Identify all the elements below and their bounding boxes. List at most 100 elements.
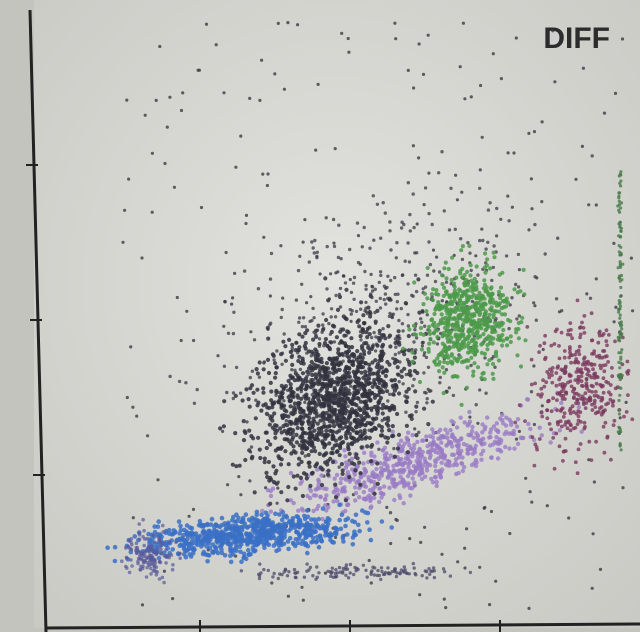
dot [254,367,259,372]
dot [383,292,388,296]
dot [175,295,179,300]
dot [503,444,508,450]
dot [404,423,409,428]
dot [255,387,260,392]
dot [424,355,429,360]
dot [403,456,409,461]
dot [568,422,573,427]
dot [532,364,536,368]
dot [476,421,480,425]
dot [367,558,371,563]
dot [302,394,307,399]
dot [530,435,535,439]
dot [330,570,334,574]
dot [324,375,329,380]
dot [496,358,501,363]
dot [459,332,464,337]
dot [469,95,473,99]
dot [260,525,265,531]
dot [294,340,299,345]
dot [574,391,579,396]
dot [315,255,319,260]
dot [271,464,276,469]
dot [278,426,283,431]
dot [385,440,390,445]
dot [563,397,567,401]
dot [344,532,350,537]
dot [504,296,509,301]
dot [417,42,421,46]
dot [210,549,215,554]
dot [333,438,339,443]
dot [239,534,245,540]
dot [427,240,431,244]
dot [327,356,332,361]
dot [603,354,608,359]
dot [309,540,314,545]
dot [421,72,426,76]
dot [508,339,513,345]
dot [426,365,431,369]
dot [481,370,486,376]
dot [410,350,415,355]
dot [589,362,594,366]
dot [602,111,607,115]
dot [316,358,321,363]
dot [411,469,416,474]
dot [560,382,565,386]
dot [185,309,189,313]
dot [338,305,343,309]
dot [225,521,231,527]
dot [585,292,589,296]
dot [424,434,429,439]
dot [629,256,634,260]
dot [302,575,307,579]
dot [559,424,564,429]
dot [466,296,472,301]
dot [484,391,488,395]
dot [379,495,384,500]
dot [150,151,154,155]
dot [557,428,562,433]
dot [430,297,435,303]
dot [361,321,367,326]
dot [554,297,559,301]
dot [421,302,426,307]
dot [603,420,608,425]
dot [272,361,278,366]
dot [454,443,460,448]
dot [488,299,493,304]
dot [455,438,460,444]
dot [321,312,325,316]
dot [299,433,304,438]
dot [215,550,221,556]
dot [361,313,366,318]
dot [369,272,373,277]
dot [473,280,478,285]
dot [542,384,547,389]
dot [360,327,365,332]
dot [148,556,153,561]
dot [504,254,509,258]
dot [363,423,368,428]
dot [400,448,405,453]
dot [483,505,487,510]
dot [485,336,490,341]
dot [451,340,456,345]
dot [457,336,462,341]
dot [349,345,355,350]
dot [232,526,237,532]
dot [329,377,334,382]
dot [344,317,349,322]
dot [154,572,159,577]
dot [429,389,433,393]
dot [462,300,467,306]
dot [255,403,260,408]
dot [486,240,490,244]
dot [372,573,376,577]
dot [396,468,402,473]
dot [331,499,336,504]
dot [354,309,359,314]
dot [278,462,284,467]
dot [613,386,618,391]
